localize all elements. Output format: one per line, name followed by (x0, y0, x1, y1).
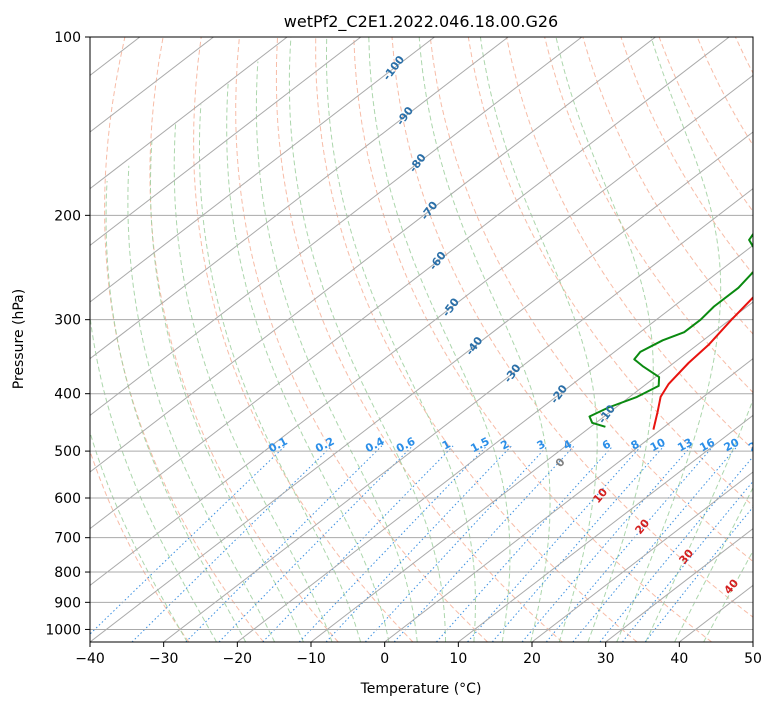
y-tick-label: 900 (54, 595, 81, 611)
isotherm-line (90, 74, 753, 586)
isobars (90, 37, 753, 630)
moist-adiabat-line (555, 37, 654, 642)
dry-adiabat-line (467, 37, 753, 507)
moist-adiabat-line (90, 312, 217, 642)
x-tick-label: 30 (597, 651, 615, 667)
moist-adiabat-line (255, 61, 418, 642)
dry-adiabat-line (235, 37, 488, 642)
x-tick-label: 40 (670, 651, 688, 667)
mixing-ratio-label: 20 (722, 436, 742, 455)
moist-adiabat-line (90, 430, 188, 642)
profile-series (588, 232, 753, 430)
moist-adiabat-line (127, 165, 276, 642)
mixing-ratio-line (491, 445, 665, 642)
dry-adiabat-line (315, 37, 638, 642)
dry-adiabat-line (544, 37, 753, 394)
x-tick-label: 50 (744, 651, 762, 667)
isotherm-line (90, 131, 753, 642)
isotherm-line (531, 471, 753, 642)
isotherm-line (90, 37, 509, 360)
mixing-ratio-line (325, 445, 512, 642)
y-axis-label: Pressure (hPa) (11, 289, 27, 389)
isotherm-line (90, 37, 730, 530)
moist-adiabat-line (173, 123, 333, 642)
mixing-ratio-line (572, 445, 738, 642)
moist-adiabat-line (199, 104, 362, 642)
mixing-ratio-label: 13 (675, 436, 695, 455)
isotherm-line (90, 37, 435, 303)
y-tick-label: 800 (54, 565, 81, 581)
moist-adiabat-line (418, 37, 551, 642)
moist-adiabat-line (288, 37, 446, 642)
mixing-ratio-label: 16 (697, 436, 717, 455)
isotherm-line (90, 37, 656, 473)
moist-adiabat-line (645, 398, 753, 642)
isotherm-line (90, 37, 362, 246)
isotherms (90, 37, 753, 642)
isotherm-line (163, 188, 753, 642)
moist-adiabat-line (226, 83, 390, 642)
isotherm-line (310, 301, 753, 642)
dry-adiabat-line (90, 449, 190, 642)
x-tick-label: 20 (523, 651, 541, 667)
x-tick-label: −30 (149, 651, 179, 667)
series-line-1 (588, 232, 753, 428)
x-tick-label: −20 (223, 651, 253, 667)
x-tick-label: −10 (296, 651, 326, 667)
dry-adiabat-line (391, 37, 753, 618)
dry-adiabat-line (506, 37, 753, 451)
y-tick-label: 100 (54, 30, 81, 46)
y-tick-label: 300 (54, 313, 81, 329)
x-tick-label: −40 (75, 651, 105, 667)
y-tick-label: 600 (54, 491, 81, 507)
y-axis: 100 200 300 400 500 600 700 800 900 1000 (45, 30, 90, 638)
dry-adiabat-line (149, 37, 339, 642)
moist-adiabat-line (616, 37, 722, 642)
dry-adiabat-line (193, 37, 414, 642)
y-tick-label: 1000 (45, 622, 81, 638)
mixing-ratio-label: 25 (746, 436, 766, 455)
x-axis: −40 −30 −20 −10 0 10 20 30 40 50 (75, 642, 762, 667)
y-tick-label: 400 (54, 387, 81, 403)
mixing-ratio-line (545, 445, 714, 642)
mixing-ratio-line (298, 445, 488, 642)
plot-area: -100-90-80-70-60-50-40-30-20-100.1 0.2 0.4… (90, 37, 766, 642)
y-tick-label: 500 (54, 444, 81, 460)
series-line-0 (652, 296, 753, 430)
mixing-ratio-line (521, 445, 692, 642)
x-axis-label: Temperature (°C) (360, 681, 482, 697)
mixing-ratio-line (364, 445, 548, 642)
isotherm-line (458, 414, 753, 642)
mixing-ratio-line (218, 445, 413, 642)
y-tick-label: 700 (54, 531, 81, 547)
mixing-ratio-label: 10 (648, 436, 668, 455)
y-tick-label: 200 (54, 208, 81, 224)
mixing-ratio-line (262, 445, 454, 642)
mixing-ratio-line (185, 445, 383, 642)
isotherm-line (237, 244, 753, 642)
mixing-ratio-line (436, 445, 614, 642)
dry-adiabat-line (275, 37, 563, 642)
plot-frame (89, 36, 754, 643)
x-tick-label: 0 (380, 651, 389, 667)
isotherm-line (384, 358, 753, 642)
isotherm-line (90, 37, 288, 190)
chart-title: wetPf2_C2E1.2022.046.18.00.G26 (284, 12, 558, 32)
x-tick-label: 10 (449, 651, 467, 667)
isotherm-line (90, 37, 583, 416)
isotherm-line (605, 528, 753, 642)
moist-adiabat-line (368, 37, 511, 642)
dry-adiabat-line (104, 37, 264, 642)
moist-adiabat-line (326, 37, 476, 642)
moist-adiabat-line (105, 180, 247, 642)
